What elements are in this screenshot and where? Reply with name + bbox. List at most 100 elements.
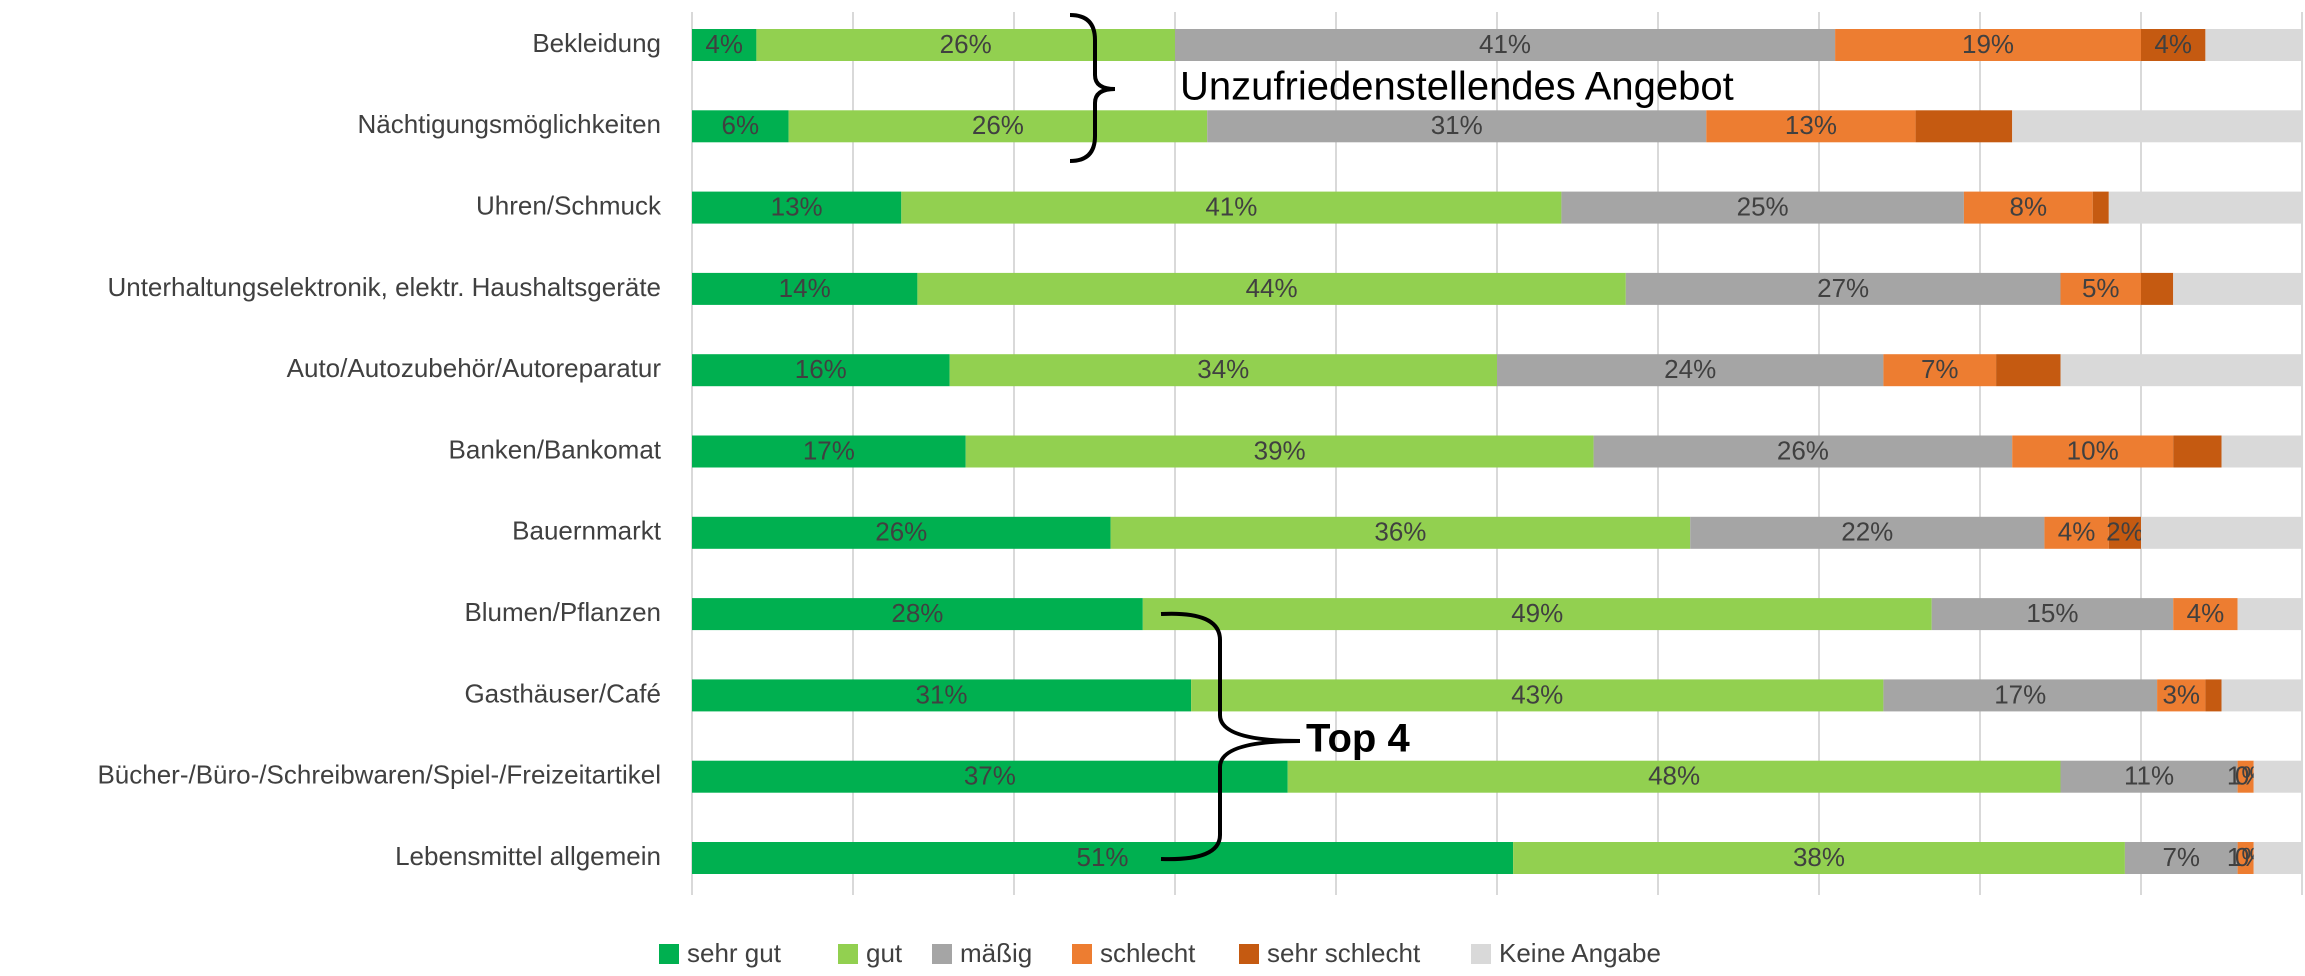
data-label: 49% <box>1511 598 1563 628</box>
bar-segment <box>692 191 902 224</box>
bar-segment <box>2060 272 2141 305</box>
data-label: 4% <box>2187 598 2225 628</box>
bar-segment <box>1915 110 2013 143</box>
data-label: 34% <box>1197 354 1249 384</box>
bar-segment <box>1142 598 1932 631</box>
bar-segment <box>2141 29 2206 61</box>
y-tick-label: Uhren/Schmuck <box>476 190 662 220</box>
bar-segment <box>2237 842 2254 874</box>
data-label: 14% <box>779 273 831 303</box>
bar-segment <box>1690 516 2045 549</box>
bar-segment <box>2221 679 2302 712</box>
data-label: 4% <box>705 29 743 59</box>
data-label: 31% <box>916 679 968 709</box>
bar-segment <box>2060 760 2238 793</box>
bar-segment <box>1207 110 1707 143</box>
bracket <box>1160 611 1301 862</box>
bar-segment <box>692 29 757 61</box>
bar-segment <box>2012 110 2302 143</box>
bar-segment <box>2044 516 2109 549</box>
data-label: 2% <box>2106 517 2144 547</box>
bar-segment <box>692 110 789 143</box>
bar-segment <box>2012 435 2174 468</box>
bar-segment <box>1175 29 1836 61</box>
bar-segment <box>1996 354 2061 387</box>
legend-swatch <box>1471 944 1491 964</box>
bar-segment <box>2157 679 2206 712</box>
bar-segment <box>949 354 1497 387</box>
bar-segment <box>692 760 1288 793</box>
bar-segment <box>788 110 1208 143</box>
bar-segment <box>2205 679 2222 712</box>
bar-segment <box>1110 516 1691 549</box>
bar-segment <box>2060 354 2302 387</box>
bar-segment <box>1883 354 1997 387</box>
bar-segment <box>2237 598 2302 631</box>
data-label: 37% <box>964 761 1016 791</box>
bar-segment <box>2108 516 2141 549</box>
data-label: 27% <box>1817 273 1869 303</box>
data-label: 26% <box>1777 435 1829 465</box>
bar-segment <box>2221 435 2302 468</box>
data-label: 51% <box>1077 842 1129 872</box>
bar-segment <box>692 354 950 387</box>
legend-label: schlecht <box>1100 938 1196 968</box>
bar-segment <box>2253 760 2302 793</box>
data-label: 26% <box>972 110 1024 140</box>
data-label: 8% <box>2010 191 2048 221</box>
data-label: 39% <box>1254 435 1306 465</box>
bar-segment <box>1963 191 2093 224</box>
bar-segment <box>2253 842 2302 874</box>
data-label: 4% <box>2154 29 2192 59</box>
bar-segment <box>1561 191 1964 224</box>
bar-segment <box>756 29 1175 61</box>
data-label: 19% <box>1962 29 2014 59</box>
bar-segment <box>2173 435 2222 468</box>
data-label: 7% <box>1921 354 1959 384</box>
data-label: 4% <box>2058 517 2096 547</box>
data-label: 10% <box>2067 435 2119 465</box>
data-label: 48% <box>1648 761 1700 791</box>
bar-segment <box>1931 598 2174 631</box>
bar-segment <box>1287 760 2061 793</box>
legend-label: Keine Angabe <box>1499 938 1661 968</box>
annotation: Unzufriedenstellendes Angebot <box>1180 65 1734 109</box>
data-label: 43% <box>1511 679 1563 709</box>
bar-segment <box>965 435 1594 468</box>
data-label: 44% <box>1246 273 1298 303</box>
bar-segment <box>692 272 918 305</box>
data-label: 24% <box>1664 354 1716 384</box>
data-label: 5% <box>2082 273 2120 303</box>
bar-segment <box>2124 842 2238 874</box>
data-label: 7% <box>2162 842 2200 872</box>
y-tick-label: Gasthäuser/Café <box>464 678 661 708</box>
bar-segment <box>692 435 966 468</box>
data-label: 16% <box>795 354 847 384</box>
legend-label: sehr schlecht <box>1267 938 1421 968</box>
bar-segment <box>692 842 1514 874</box>
bar-segment <box>2173 272 2302 305</box>
bar-segment <box>1706 110 1916 143</box>
data-label: 41% <box>1479 29 1531 59</box>
data-label: 11% <box>2124 761 2174 791</box>
y-tick-label: Bauernmarkt <box>512 516 662 546</box>
plot: Bekleidung 4% 26% 41% 19% 4% Nächtigungsmöglic… <box>97 12 2303 968</box>
bar-segment <box>2173 598 2238 631</box>
legend-swatch <box>932 944 952 964</box>
data-label: 15% <box>2026 598 2078 628</box>
y-tick-label: Lebensmittel allgemein <box>395 841 661 871</box>
y-tick-label: Bücher-/Büro-/Schreibwaren/Spiel-/Freize… <box>97 760 661 790</box>
data-label: 3% <box>2162 679 2200 709</box>
bar-segment <box>2141 272 2174 305</box>
bar-segment <box>917 272 1626 305</box>
legend-swatch <box>838 944 858 964</box>
annotation: Top 4 <box>1306 717 1410 761</box>
bar-segment <box>1191 679 1884 712</box>
data-label: 38% <box>1793 842 1845 872</box>
y-tick-label: Banken/Bankomat <box>449 434 662 464</box>
y-tick-label: Unterhaltungselektronik, elektr. Haushal… <box>107 272 661 302</box>
bar-segment <box>1593 435 2013 468</box>
y-tick-label: Auto/Autozubehör/Autoreparatur <box>287 353 662 383</box>
y-tick-label: Blumen/Pflanzen <box>464 597 661 627</box>
